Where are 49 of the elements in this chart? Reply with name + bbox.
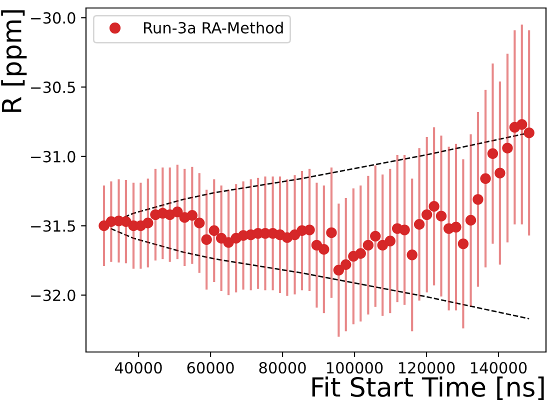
point: [414, 219, 425, 230]
x-tick-label: 60000: [187, 362, 234, 374]
point: [384, 236, 396, 246]
legend-label: Run-3a RA-Method: [144, 22, 283, 34]
point: [516, 119, 528, 130]
point: [142, 218, 154, 228]
point: [98, 220, 110, 232]
point: [465, 214, 476, 226]
point: [422, 209, 432, 220]
point: [436, 210, 447, 222]
point: [340, 259, 352, 270]
y-tick-label: −31.0: [31, 150, 76, 162]
point: [326, 227, 337, 238]
point: [494, 168, 506, 178]
x-tick-label: 40000: [114, 362, 162, 374]
point: [186, 210, 198, 221]
point: [377, 240, 388, 251]
x-axis-title: Fit Start Time [ns]: [312, 376, 544, 400]
y-tick-label: −31.5: [31, 220, 75, 232]
point: [201, 234, 212, 245]
x-tick-label: 120000: [399, 362, 455, 374]
point: [524, 127, 534, 138]
point: [120, 216, 132, 227]
point: [458, 238, 469, 250]
point: [304, 224, 315, 236]
point: [399, 224, 410, 236]
point: [362, 240, 374, 251]
point: [450, 222, 462, 233]
point: [502, 142, 513, 154]
point: [487, 148, 498, 159]
y-axis-title: R [ppm]: [1, 10, 27, 112]
x-tick-label: 140000: [471, 362, 527, 374]
x-tick-label: 80000: [259, 362, 306, 374]
point: [480, 173, 491, 184]
point: [428, 201, 440, 212]
y-tick-label: −30.5: [31, 82, 75, 94]
point: [318, 244, 330, 255]
point: [223, 237, 234, 248]
point: [194, 218, 205, 228]
y-tick-label: −32.0: [31, 290, 76, 302]
point: [370, 230, 381, 242]
point: [208, 225, 220, 236]
point: [406, 250, 418, 260]
y-tick-label: −30.0: [31, 12, 76, 24]
point: [333, 264, 344, 276]
point: [472, 194, 484, 205]
x-tick-label: 100000: [327, 362, 383, 374]
point: [172, 206, 183, 218]
point: [355, 248, 366, 259]
